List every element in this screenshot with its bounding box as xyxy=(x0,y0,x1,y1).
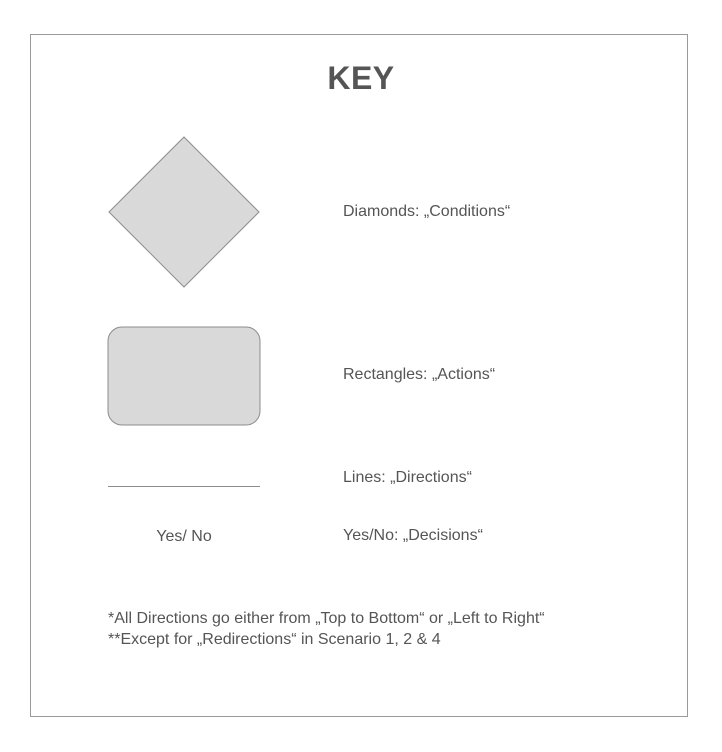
legend-rectangle-label: Rectangles: „Actions“ xyxy=(343,366,496,383)
key-frame xyxy=(30,34,688,717)
direction-note: *All Directions go either from „Top to B… xyxy=(108,610,545,627)
legend-yes-no-label: Yes/No: „Decisions“ xyxy=(343,527,483,544)
key-title: KEY xyxy=(327,60,395,96)
yes-no-sample: Yes/ No xyxy=(156,528,212,545)
legend-diamond-label: Diamonds: „Conditions“ xyxy=(343,203,511,220)
legend-line-label: Lines: „Directions“ xyxy=(343,469,472,486)
redirection-note: **Except for „Redirections“ in Scenario … xyxy=(108,631,441,648)
